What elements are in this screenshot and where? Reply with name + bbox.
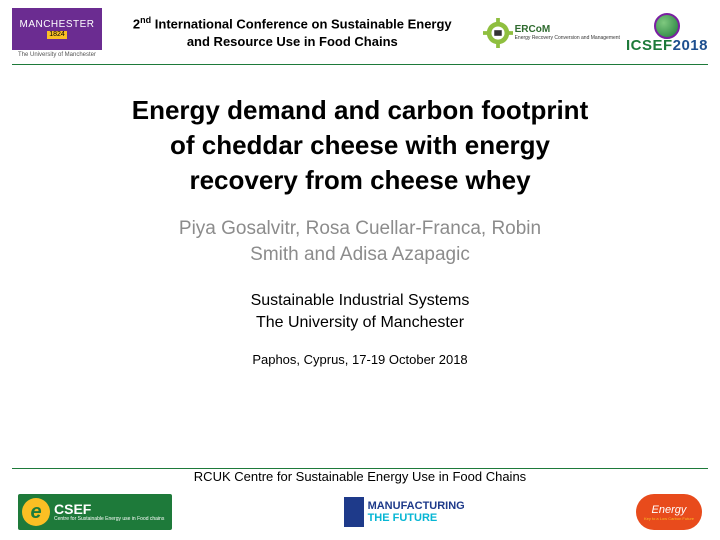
ercom-name: ERCoM xyxy=(515,25,620,35)
conf-sup: nd xyxy=(140,15,151,25)
affiliation: Sustainable Industrial Systems The Unive… xyxy=(50,290,670,335)
icsef-prefix: ICSEF xyxy=(626,37,673,54)
icsef-year: 2018 xyxy=(673,37,708,54)
header-logos: ERCoM Energy Recovery Conversion and Man… xyxy=(483,13,708,54)
manchester-logo-block: MANCHESTER 1824 The University of Manche… xyxy=(12,8,102,58)
csef-logo: e CSEF Centre for Sustainable Energy use… xyxy=(18,494,172,530)
energy-logo: Energy Key to a Low Carbon Future xyxy=(636,494,702,530)
energy-sub: Key to a Low Carbon Future xyxy=(644,516,694,521)
authors: Piya Gosalvitr, Rosa Cuellar-Franca, Rob… xyxy=(50,216,670,267)
energy-name: Energy xyxy=(652,504,687,516)
ercom-logo: ERCoM Energy Recovery Conversion and Man… xyxy=(483,18,620,48)
authors-l1: Piya Gosalvitr, Rosa Cuellar-Franca, Rob… xyxy=(179,218,541,239)
manchester-logo: MANCHESTER 1824 xyxy=(12,8,102,50)
footer-wrap: RCUK Centre for Sustainable Energy Use i… xyxy=(0,466,720,540)
icsef-text: ICSEF2018 xyxy=(626,37,708,54)
conference-title: 2nd International Conference on Sustaina… xyxy=(110,15,475,50)
main-content: Energy demand and carbon footprint of ch… xyxy=(0,65,720,367)
conf-rest1: International Conference on Sustainable … xyxy=(151,17,452,32)
conf-line2: and Resource Use in Food Chains xyxy=(187,34,398,49)
ercom-sub: Energy Recovery Conversion and Managemen… xyxy=(515,35,620,41)
mtf-logo: MANUFACTURING THE FUTURE xyxy=(344,497,465,527)
csef-name: CSEF xyxy=(54,502,164,516)
manchester-name: MANCHESTER xyxy=(19,19,94,30)
affil-l2: The University of Manchester xyxy=(256,314,464,331)
title-l3: recovery from cheese whey xyxy=(189,165,530,195)
rcuk-line: RCUK Centre for Sustainable Energy Use i… xyxy=(0,469,720,484)
slide-title: Energy demand and carbon footprint of ch… xyxy=(50,93,670,198)
location-date: Paphos, Cyprus, 17-19 October 2018 xyxy=(50,352,670,367)
manchester-year: 1824 xyxy=(47,31,67,39)
authors-l2: Smith and Adisa Azapagic xyxy=(250,244,470,265)
mtf-block-icon xyxy=(344,497,364,527)
manchester-subtitle: The University of Manchester xyxy=(12,52,102,58)
gear-icon xyxy=(483,18,513,48)
globe-icon xyxy=(654,13,680,39)
mtf-l1: MANUFACTURING xyxy=(368,500,465,512)
icsef-logo: ICSEF2018 xyxy=(626,13,708,54)
title-l1: Energy demand and carbon footprint xyxy=(132,95,588,125)
affil-l1: Sustainable Industrial Systems xyxy=(251,292,470,309)
footer-logos: e CSEF Centre for Sustainable Energy use… xyxy=(0,490,720,540)
header-bar: MANCHESTER 1824 The University of Manche… xyxy=(0,0,720,62)
mtf-l2: THE FUTURE xyxy=(368,512,465,524)
csef-sub: Centre for Sustainable Energy use in Foo… xyxy=(54,516,164,522)
csef-e-icon: e xyxy=(22,498,50,526)
mtf-text: MANUFACTURING THE FUTURE xyxy=(368,500,465,524)
title-l2: of cheddar cheese with energy xyxy=(170,130,550,160)
